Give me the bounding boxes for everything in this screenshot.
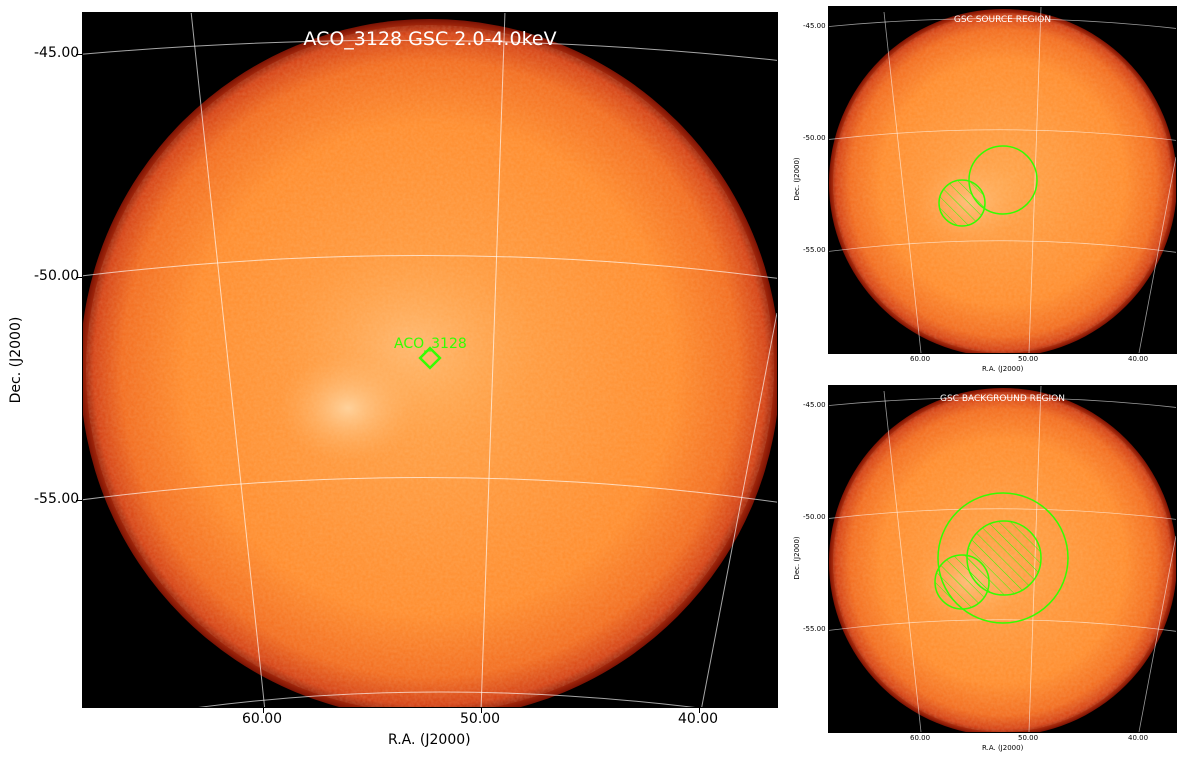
main-xtick-2: 50.00 <box>460 711 501 727</box>
source-ylabel: Dec. (J2000) <box>793 157 801 201</box>
source-circle <box>968 145 1038 215</box>
coordinate-grid <box>83 13 777 707</box>
main-panel-title: ACO_3128 GSC 2.0-4.0keV <box>303 28 557 50</box>
background-panel-title: GSC BACKGROUND REGION <box>940 394 1065 404</box>
main-xray-image <box>83 13 777 707</box>
background-ytick-2: -50.00 <box>803 513 826 521</box>
excluded-region-circle <box>938 179 986 227</box>
source-ytick-1: -45.00 <box>803 22 826 30</box>
background-xtick-1: 60.00 <box>910 734 931 742</box>
main-ylabel: Dec. (J2000) <box>8 316 24 404</box>
source-xlabel: R.A. (J2000) <box>982 365 1024 373</box>
main-xtick-3: 40.00 <box>678 711 719 727</box>
background-xtick-2: 50.00 <box>1018 734 1039 742</box>
source-xtick-3: 40.00 <box>1128 355 1149 363</box>
background-ytick-3: -55.00 <box>803 625 826 633</box>
source-region-image <box>829 7 1176 353</box>
source-ytick-3: -55.00 <box>803 246 826 254</box>
main-ytick-3: -55.00 <box>34 491 80 507</box>
background-xtick-3: 40.00 <box>1128 734 1149 742</box>
source-region-panel[interactable]: GSC SOURCE REGION <box>828 6 1177 354</box>
source-xtick-1: 60.00 <box>910 355 931 363</box>
source-ytick-2: -50.00 <box>803 134 826 142</box>
source-xtick-2: 50.00 <box>1018 355 1039 363</box>
background-outer-circle <box>937 492 1069 624</box>
background-excluded-region-circle <box>934 554 990 610</box>
source-label: ACO_3128 <box>394 336 467 352</box>
main-image-panel[interactable]: ACO_3128 GSC 2.0-4.0keV ACO_3128 <box>82 12 778 708</box>
coordinate-grid <box>829 7 1176 353</box>
source-marker <box>418 346 442 370</box>
main-xtick-1: 60.00 <box>242 711 283 727</box>
main-ytick-2: -50.00 <box>34 268 80 284</box>
main-xlabel: R.A. (J2000) <box>388 732 471 748</box>
main-ytick-1: -45.00 <box>34 45 80 61</box>
background-ytick-1: -45.00 <box>803 401 826 409</box>
background-region-panel[interactable]: GSC BACKGROUND REGION <box>828 385 1177 733</box>
source-panel-title: GSC SOURCE REGION <box>953 15 1052 25</box>
background-region-image <box>829 386 1176 732</box>
background-xlabel: R.A. (J2000) <box>982 744 1024 752</box>
background-ylabel: Dec. (J2000) <box>793 536 801 580</box>
